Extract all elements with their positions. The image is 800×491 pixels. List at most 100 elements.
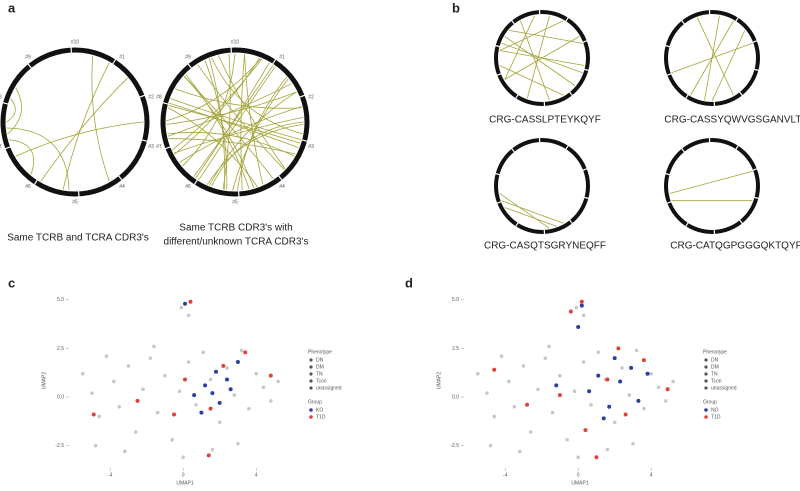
ring-gap [0, 101, 11, 106]
panel-label: b [452, 0, 460, 15]
chord [236, 76, 288, 191]
y-tick-label: 0.0 [452, 394, 459, 400]
point [616, 346, 621, 351]
point [623, 412, 628, 417]
legend-label: T1D [316, 414, 326, 420]
segment-label: #7 [0, 144, 2, 150]
point [117, 404, 122, 409]
segment-label: #9 [25, 55, 31, 61]
point [188, 299, 193, 304]
y-tick-label: 5.0 [452, 297, 459, 303]
point [172, 412, 177, 417]
point [91, 412, 96, 417]
chord [168, 105, 301, 144]
chord [206, 123, 304, 185]
point [612, 356, 617, 361]
segment-label: #5 [72, 199, 78, 205]
chord [167, 107, 258, 187]
point [261, 385, 266, 390]
ring-gap [663, 44, 672, 48]
ring-gap [663, 172, 672, 176]
chord [711, 30, 746, 102]
segment-label: #9 [185, 55, 191, 61]
chord [211, 121, 304, 187]
ring-gap [139, 138, 150, 143]
chord-ring [160, 47, 310, 197]
ring-gap [230, 45, 233, 56]
point [634, 348, 639, 353]
segment-label: #8 [0, 95, 2, 101]
point [93, 443, 98, 448]
point [612, 420, 617, 425]
point [235, 360, 240, 365]
point [163, 373, 167, 378]
point [192, 393, 197, 398]
point [217, 400, 222, 405]
legend-label: KO [316, 407, 323, 413]
point [210, 391, 215, 396]
point [170, 437, 175, 442]
ring-gap [2, 145, 13, 151]
ring-gap [684, 92, 690, 101]
point [583, 428, 588, 433]
legend-label: TN [711, 371, 718, 377]
chord [504, 15, 535, 80]
ring-gap [493, 44, 502, 48]
point [276, 379, 280, 384]
segment-label: #4 [279, 184, 285, 190]
segment-label: #8 [156, 95, 162, 101]
point [641, 358, 646, 363]
chord [179, 106, 302, 163]
caption: CRG-CATQGPGGGQKTQYF [670, 241, 800, 252]
y-tick-label: 5.0 [57, 297, 64, 303]
point [268, 373, 273, 378]
point [488, 443, 493, 448]
caption: CRG-CASSLPTEYKQYF [489, 115, 601, 126]
ring-gap [680, 146, 687, 154]
chord-ring [664, 10, 760, 106]
legend-label: NO [711, 407, 719, 413]
point [199, 410, 204, 415]
ring-gap [514, 92, 520, 101]
point [201, 350, 206, 355]
panel-label: c [8, 275, 15, 290]
point [554, 383, 559, 388]
point [517, 449, 522, 454]
chord [185, 74, 250, 190]
x-tick-label: 4 [255, 472, 258, 478]
point [525, 402, 530, 407]
ring-gap [752, 68, 761, 72]
ring-gap [752, 196, 761, 200]
ring-gap [270, 57, 278, 67]
ring-gap [665, 200, 674, 205]
caption: Same TCRB CDR3's with [179, 223, 292, 234]
point [579, 303, 584, 308]
chord [499, 193, 550, 229]
chord [501, 200, 564, 224]
legend-title: Group [703, 399, 717, 405]
ring-gap [734, 15, 740, 24]
point [203, 383, 208, 388]
point [97, 414, 102, 419]
point [186, 313, 191, 318]
point [631, 441, 635, 446]
chord [182, 53, 236, 167]
ring-gap [32, 177, 40, 187]
point [568, 309, 573, 314]
point [581, 313, 586, 318]
ring-gap [564, 15, 570, 24]
point [607, 404, 612, 409]
ring-gap [26, 61, 34, 71]
point [177, 389, 182, 393]
ring-gap [750, 39, 759, 44]
segment-label: #2 [308, 95, 314, 101]
caption: CRG-CASSYQWVGSGANVLTF [664, 115, 800, 126]
point [550, 410, 555, 415]
chord [526, 15, 550, 99]
point [221, 363, 226, 368]
chord [174, 57, 260, 155]
point [565, 437, 570, 442]
x-axis-title: UMAP1 [571, 480, 588, 486]
point [214, 369, 219, 374]
